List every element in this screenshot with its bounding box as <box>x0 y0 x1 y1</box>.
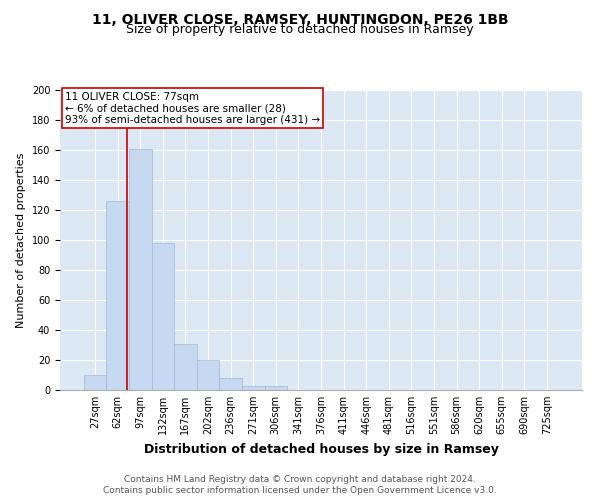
Bar <box>152 243 174 390</box>
Text: Contains public sector information licensed under the Open Government Licence v3: Contains public sector information licen… <box>103 486 497 495</box>
Text: 11, OLIVER CLOSE, RAMSEY, HUNTINGDON, PE26 1BB: 11, OLIVER CLOSE, RAMSEY, HUNTINGDON, PE… <box>92 12 508 26</box>
Bar <box>242 386 265 390</box>
Bar <box>129 148 152 390</box>
Bar <box>265 386 287 390</box>
X-axis label: Distribution of detached houses by size in Ramsey: Distribution of detached houses by size … <box>143 442 499 456</box>
Y-axis label: Number of detached properties: Number of detached properties <box>16 152 26 328</box>
Text: 11 OLIVER CLOSE: 77sqm
← 6% of detached houses are smaller (28)
93% of semi-deta: 11 OLIVER CLOSE: 77sqm ← 6% of detached … <box>65 92 320 124</box>
Bar <box>197 360 220 390</box>
Text: Contains HM Land Registry data © Crown copyright and database right 2024.: Contains HM Land Registry data © Crown c… <box>124 475 476 484</box>
Bar <box>84 375 106 390</box>
Bar <box>220 378 242 390</box>
Bar <box>106 201 129 390</box>
Bar <box>174 344 197 390</box>
Text: Size of property relative to detached houses in Ramsey: Size of property relative to detached ho… <box>126 22 474 36</box>
